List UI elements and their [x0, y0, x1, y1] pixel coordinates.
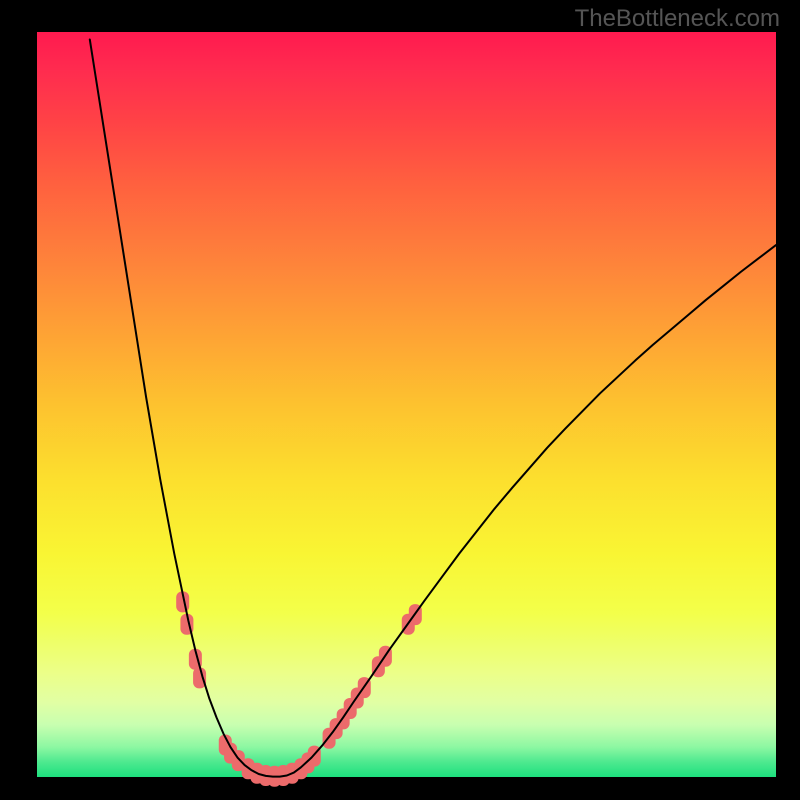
plot-svg	[0, 0, 800, 800]
chart-container: TheBottleneck.com	[0, 0, 800, 800]
data-markers	[176, 591, 422, 786]
data-marker	[193, 667, 206, 688]
watermark-text: TheBottleneck.com	[575, 5, 780, 33]
